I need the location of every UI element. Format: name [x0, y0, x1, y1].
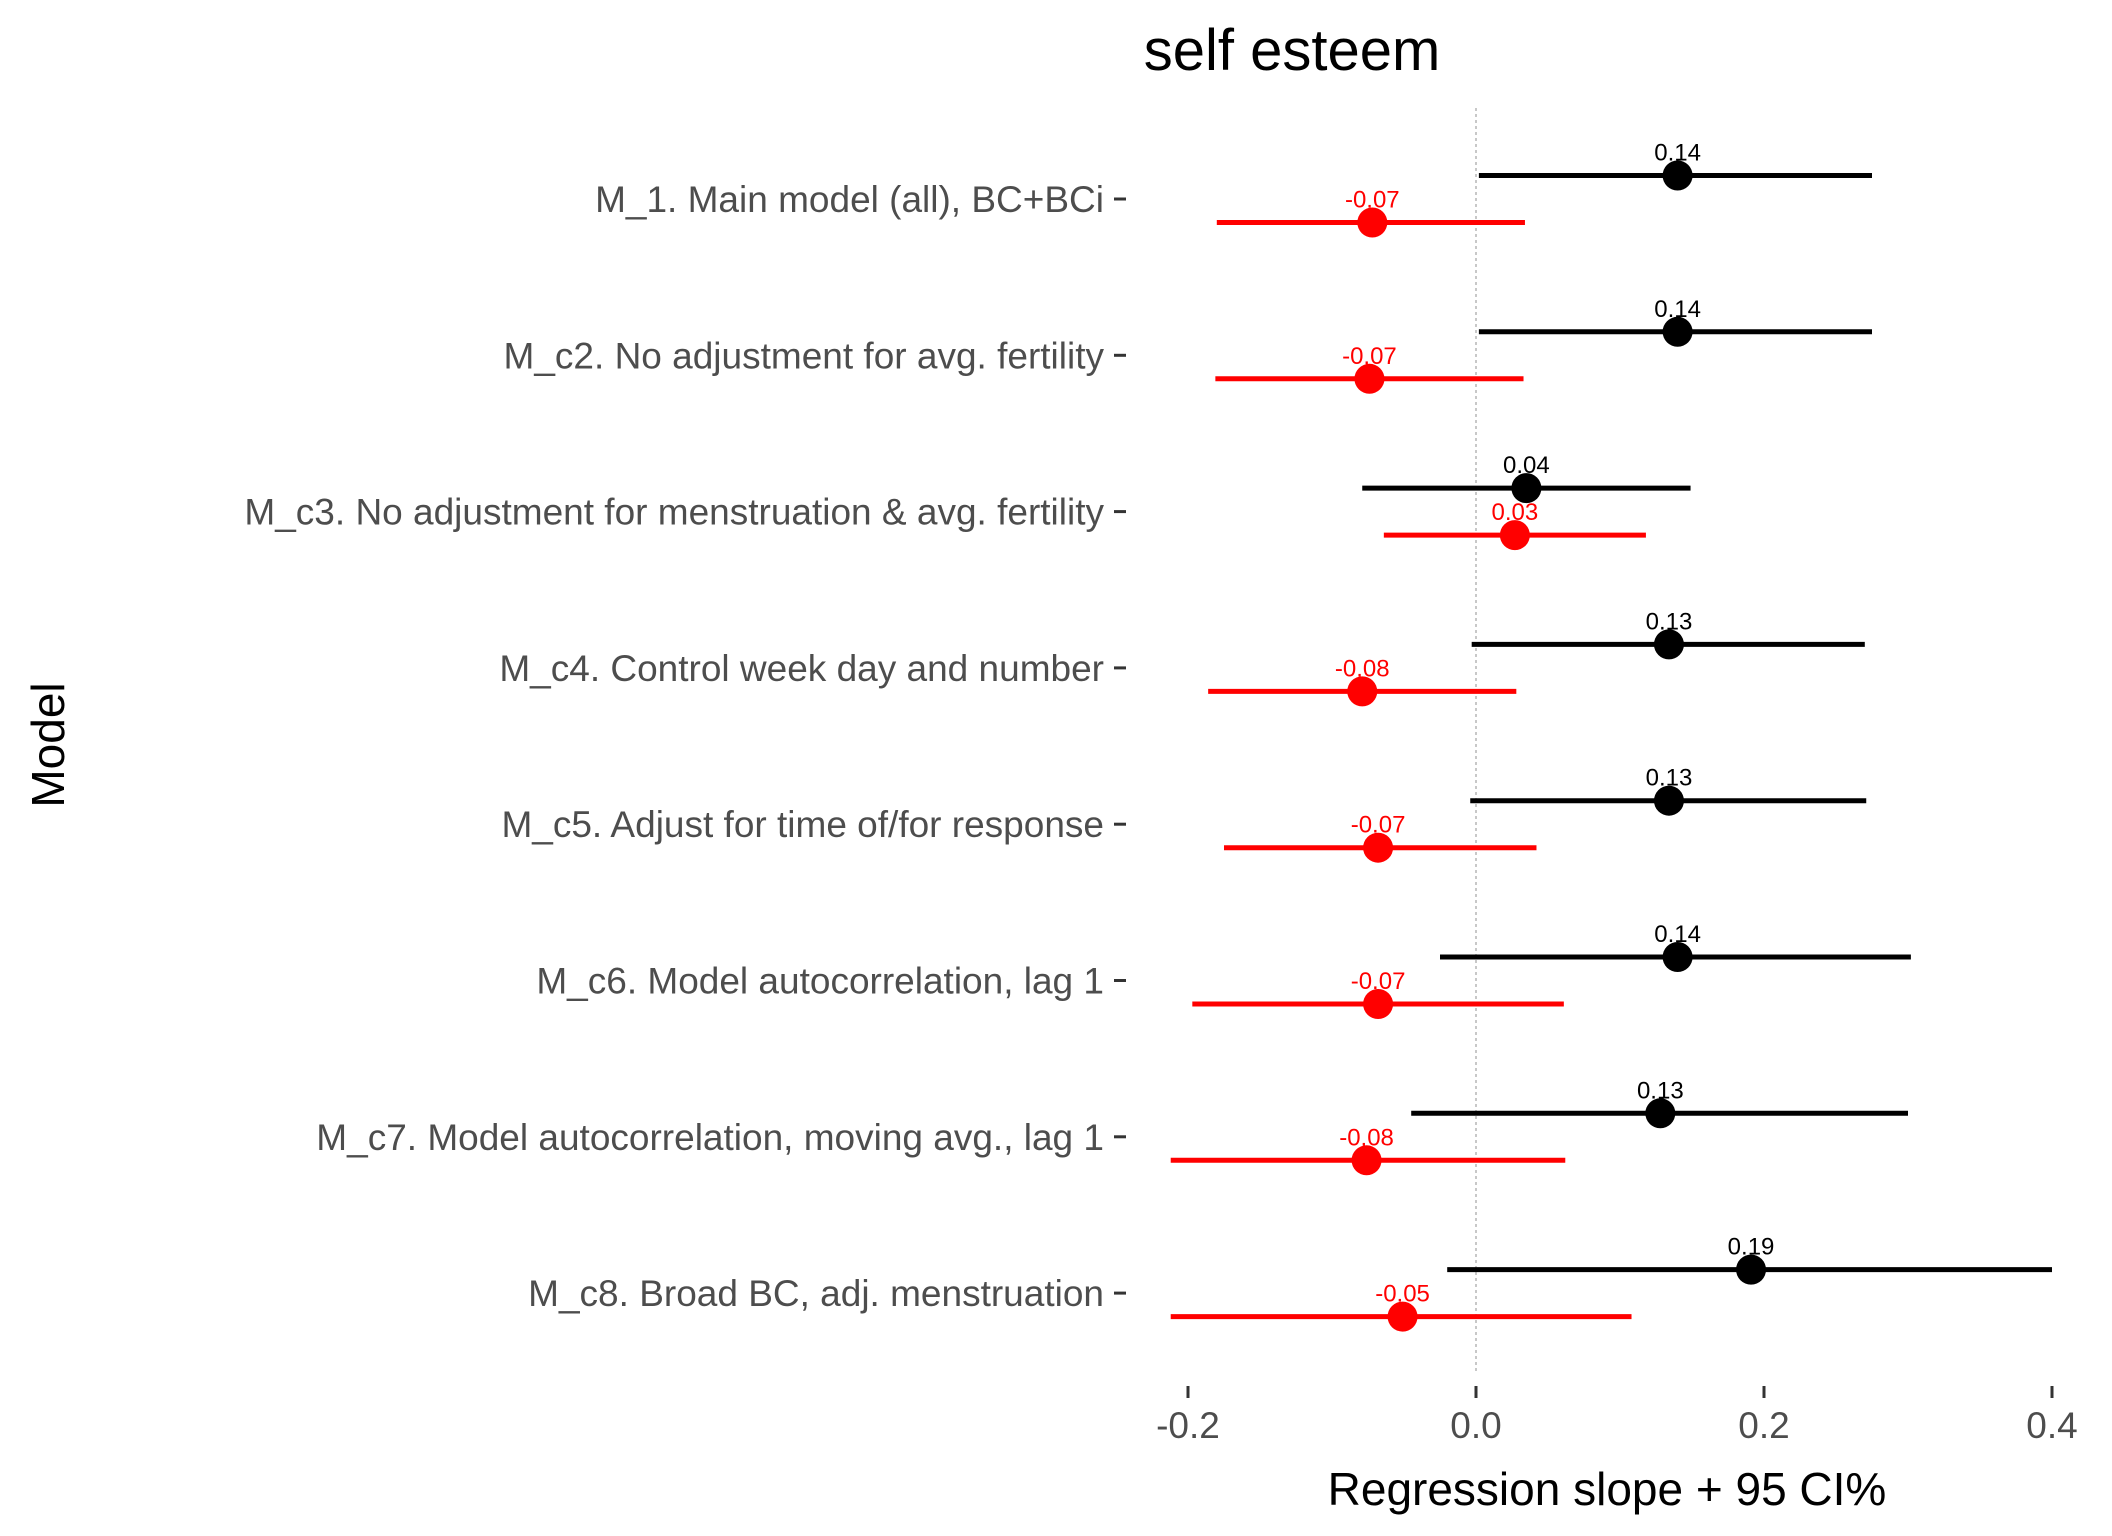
estimate-point — [1499, 520, 1530, 551]
data-label: 0.19 — [1728, 1234, 1775, 1261]
x-axis-title: Regression slope + 95 CI% — [1328, 1463, 1887, 1515]
estimate-point — [1653, 629, 1684, 660]
y-tick-label: M_c8. Broad BC, adj. menstruation — [528, 1273, 1104, 1314]
estimate-point — [1363, 989, 1394, 1019]
estimate-point — [1645, 1098, 1676, 1129]
x-tick-label: 0.0 — [1450, 1405, 1501, 1446]
estimate-point — [1511, 473, 1542, 504]
estimate-point — [1662, 316, 1693, 347]
y-tick-label: M_c6. Model autocorrelation, lag 1 — [536, 961, 1104, 1002]
data-label: 0.14 — [1654, 140, 1701, 167]
data-label: -0.05 — [1375, 1281, 1430, 1308]
estimate-point — [1347, 676, 1378, 707]
y-tick-label: M_c2. No adjustment for avg. fertility — [504, 335, 1105, 376]
data-label: 0.13 — [1646, 765, 1693, 792]
data-label: 0.13 — [1637, 1077, 1684, 1104]
data-label: -0.08 — [1335, 655, 1390, 682]
data-label: 0.04 — [1503, 452, 1550, 479]
y-tick-label: M_c4. Control week day and number — [499, 648, 1104, 689]
x-tick-label: 0.2 — [1738, 1405, 1789, 1446]
data-label: 0.14 — [1654, 921, 1701, 948]
y-tick-label: M_1. Main model (all), BC+BCi — [595, 179, 1104, 220]
data-label: -0.07 — [1342, 343, 1397, 370]
estimate-point — [1662, 942, 1693, 972]
data-label: -0.08 — [1339, 1124, 1394, 1151]
plot-marks: 0.140.140.040.130.130.140.130.19-0.07-0.… — [1170, 140, 2052, 1332]
estimate-point — [1653, 785, 1684, 816]
estimate-point — [1354, 363, 1385, 394]
x-axis: -0.2 0.0 0.2 0.4 — [1156, 1386, 2078, 1446]
y-tick-label: M_c7. Model autocorrelation, moving avg.… — [316, 1117, 1104, 1158]
series-group: -0.07 -0.07 0.03 -0.08 -0.07 -0.07 -0.08 -0.05 — [1170, 187, 1646, 1332]
y-tick-label: M_c5. Adjust for time of/for response — [501, 804, 1104, 845]
estimate-point — [1363, 832, 1394, 863]
estimate-point — [1357, 207, 1388, 238]
estimate-point — [1736, 1254, 1767, 1285]
estimate-point — [1351, 1145, 1382, 1176]
data-label: 0.13 — [1646, 608, 1693, 635]
chart-title: self esteem — [1144, 18, 1441, 83]
y-axis: M_1. Main model (all), BC+BCi M_c2. No ad… — [244, 179, 1126, 1314]
data-label: 0.14 — [1654, 296, 1701, 323]
series-group: 0.14 0.14 0.04 0.13 0.13 0.14 0.13 0.19 — [1362, 140, 2052, 1285]
data-label: -0.07 — [1351, 812, 1406, 839]
data-label: -0.07 — [1345, 187, 1400, 214]
x-tick-label: -0.2 — [1156, 1405, 1220, 1446]
estimate-point — [1662, 160, 1693, 191]
x-tick-label: 0.4 — [2026, 1405, 2077, 1446]
data-label: -0.07 — [1351, 968, 1406, 995]
y-axis-title: Model — [22, 682, 74, 807]
y-tick-label: M_c3. No adjustment for menstruation & a… — [244, 492, 1104, 533]
estimate-point — [1387, 1301, 1418, 1332]
data-label: 0.03 — [1492, 499, 1539, 526]
